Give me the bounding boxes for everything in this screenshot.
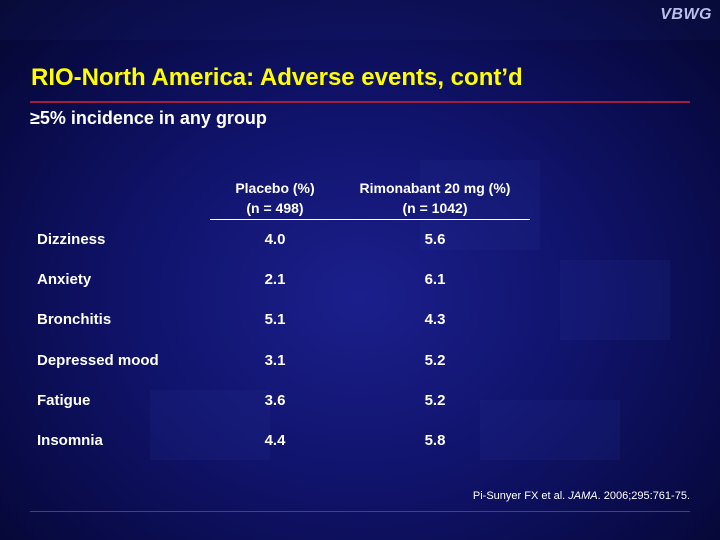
- table-row: Bronchitis 5.1 4.3: [0, 311, 720, 335]
- header-divider: [210, 219, 530, 220]
- event-name: Dizziness: [37, 231, 106, 248]
- table-row: Insomnia 4.4 5.8: [0, 432, 720, 456]
- background-tile: [0, 0, 720, 40]
- placebo-value: 4.0: [264, 231, 286, 248]
- event-name: Bronchitis: [37, 311, 112, 328]
- column-header-placebo-n: (n = 498): [246, 200, 304, 216]
- title-divider: [30, 101, 690, 103]
- citation: Pi-Sunyer FX et al. JAMA. 2006;295:761-7…: [473, 490, 690, 502]
- background-tile: [420, 160, 540, 250]
- event-name: Anxiety: [37, 271, 92, 288]
- table-row: Depressed mood 3.1 5.2: [0, 352, 720, 376]
- page-title: RIO-North America: Adverse events, cont’…: [31, 64, 523, 91]
- column-header-placebo: Placebo (%) (n = 498): [205, 178, 345, 218]
- column-header-rimonabant: Rimonabant 20 mg (%) (n = 1042): [340, 178, 530, 218]
- rimonabant-value: 5.2: [424, 352, 446, 369]
- table-row: Dizziness 4.0 5.6: [0, 231, 720, 255]
- rimonabant-value: 5.2: [424, 392, 446, 409]
- table-row: Fatigue 3.6 5.2: [0, 392, 720, 416]
- column-header-placebo-label: Placebo (%): [235, 180, 315, 196]
- rimonabant-value: 4.3: [424, 311, 446, 328]
- event-name: Insomnia: [37, 432, 103, 449]
- event-name: Fatigue: [37, 392, 91, 409]
- background-tile: [480, 400, 620, 460]
- column-header-rimonabant-n: (n = 1042): [402, 200, 468, 216]
- citation-journal: JAMA: [568, 490, 598, 502]
- vbwg-logo: VBWG: [660, 6, 712, 23]
- placebo-value: 3.6: [264, 392, 286, 409]
- table-row: Anxiety 2.1 6.1: [0, 271, 720, 295]
- background-tile: [150, 390, 270, 460]
- placebo-value: 2.1: [264, 271, 286, 288]
- background-tile: [560, 260, 670, 340]
- footer-divider: [30, 511, 690, 512]
- citation-authors: Pi-Sunyer FX et al.: [472, 490, 566, 502]
- rimonabant-value: 5.8: [424, 432, 446, 449]
- placebo-value: 5.1: [264, 311, 286, 328]
- subtitle: ≥5% incidence in any group: [30, 108, 267, 128]
- event-name: Depressed mood: [37, 352, 159, 369]
- rimonabant-value: 6.1: [424, 271, 446, 288]
- citation-ref: . 2006;295:761-75.: [597, 490, 690, 502]
- rimonabant-value: 5.6: [424, 231, 446, 248]
- placebo-value: 3.1: [264, 352, 286, 369]
- placebo-value: 4.4: [264, 432, 286, 449]
- column-header-rimonabant-label: Rimonabant 20 mg (%): [359, 180, 511, 196]
